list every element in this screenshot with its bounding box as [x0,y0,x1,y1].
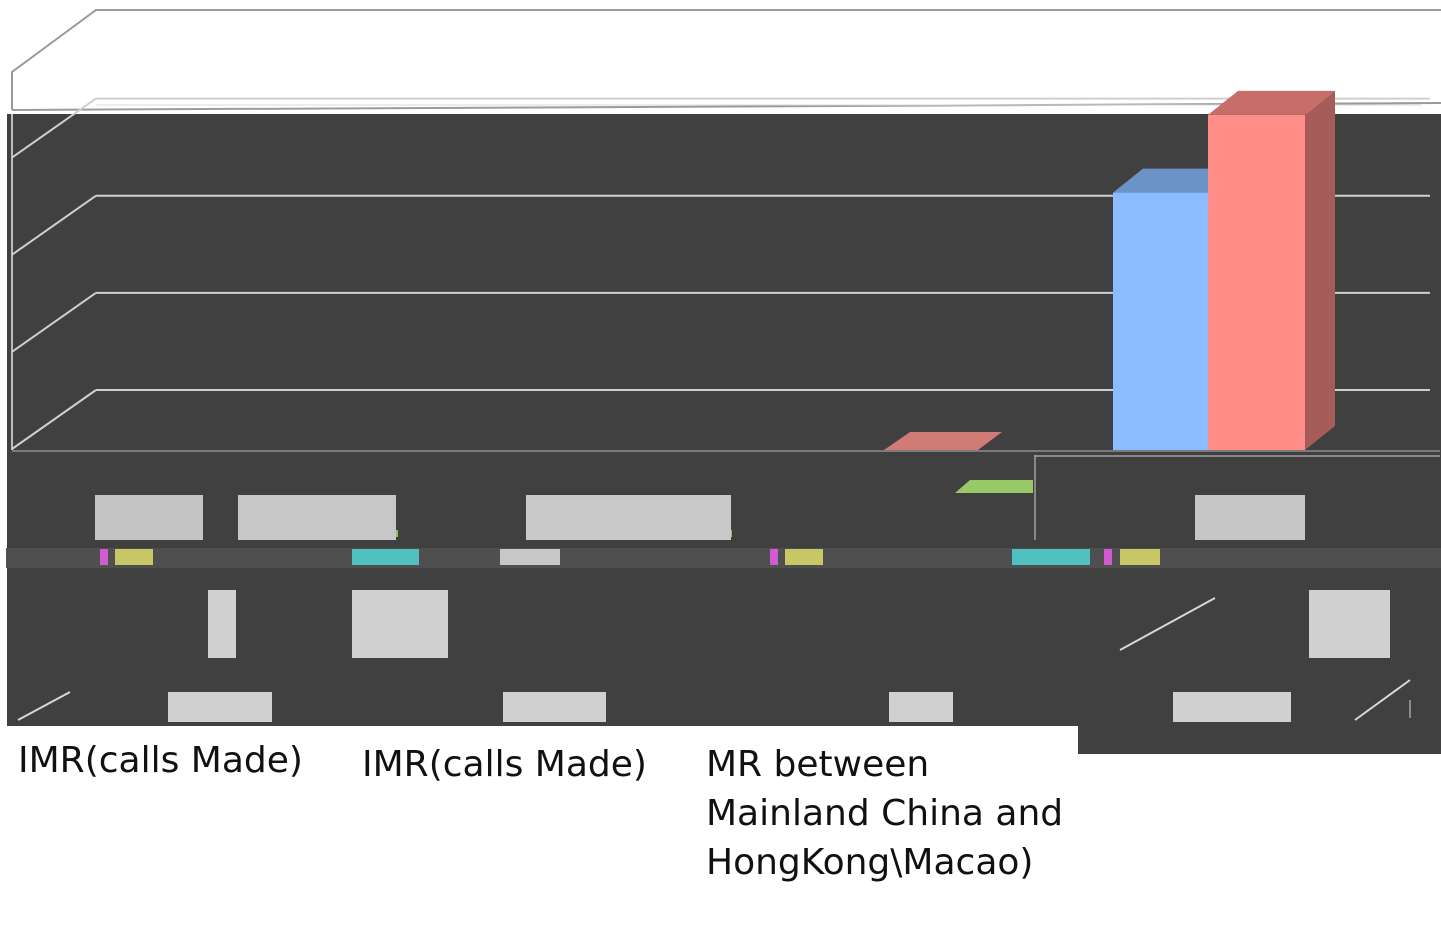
x-tick-label-3: MR between Mainland China and HongKong\M… [706,744,1064,883]
band-yellow-3 [1120,549,1160,565]
lower-block-3 [1309,590,1390,658]
band-magenta-2 [770,549,778,565]
lower-diagonal-1 [17,691,71,721]
lower-block-4 [168,692,272,722]
bar-side-1-3 [1305,90,1335,450]
band-1 [6,548,1441,568]
lower-block-1 [208,590,236,658]
gridline-connector [11,194,97,256]
bar-0-3 [1113,192,1209,451]
lower-diagonal-3 [1119,597,1216,651]
floor-block-1 [95,495,203,540]
floor-block-2 [238,495,396,540]
band-yellow-2 [785,549,823,565]
gridline-connector [11,97,97,159]
floor-block-3 [526,495,731,540]
x-tick-label-2: IMR(calls Made) [362,744,647,785]
top-outline [11,9,1441,110]
bar-top-0-3 [1113,168,1239,193]
lower-block-5 [503,692,606,722]
band-magenta-1 [100,549,108,565]
gridline-connector [11,389,97,450]
tiny-bar-top-green [955,480,1033,493]
plot-background-lower-right [1078,726,1441,754]
gridline-connector [11,292,97,353]
lower-diagonal-2 [1354,679,1411,721]
band-cyan-1 [352,549,419,565]
tiny-bar-top-red [884,432,1002,450]
top-back-edge [11,102,1441,111]
background-gap [340,726,1078,732]
bar-top-1-3 [1208,90,1335,115]
band-magenta-3 [1104,549,1112,565]
band-grey-1 [500,549,560,565]
lower-block-2 [352,590,448,658]
lower-block-7 [1173,692,1291,722]
lower-block-6 [889,692,953,722]
bar-1-3 [1208,114,1305,450]
floor-block-4 [1195,495,1305,540]
x-tick-label-1: IMR(calls Made) [18,740,303,781]
band-cyan-2 [1012,549,1090,565]
band-yellow-1 [115,549,153,565]
